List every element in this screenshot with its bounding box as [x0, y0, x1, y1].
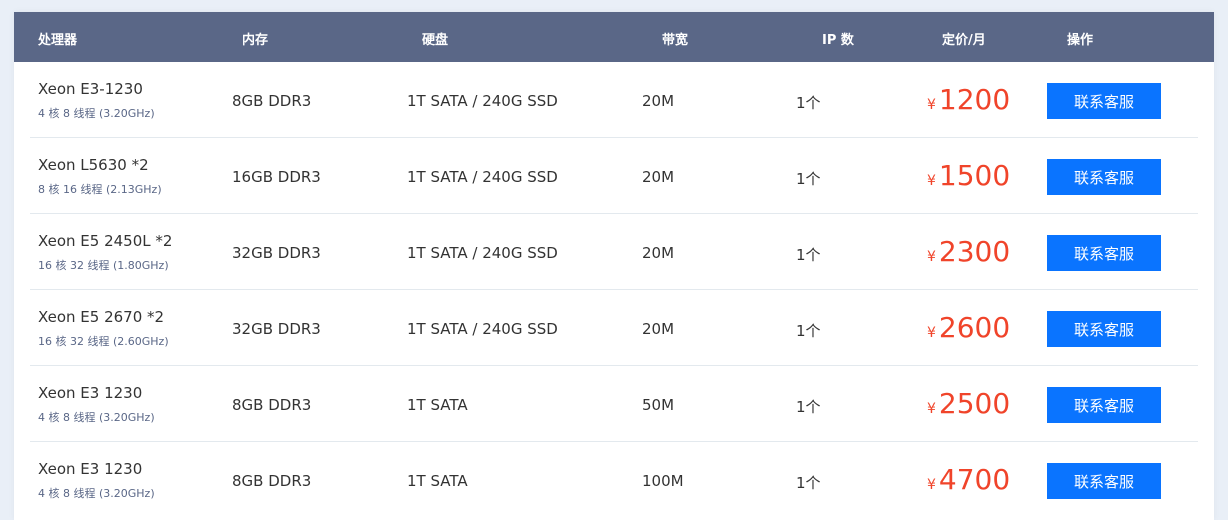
contact-support-button[interactable]: 联系客服	[1047, 235, 1161, 271]
contact-support-button[interactable]: 联系客服	[1047, 387, 1161, 423]
cpu-spec: 16 核 32 线程 (2.60GHz)	[38, 335, 169, 348]
bandwidth: 100M	[642, 472, 684, 490]
cpu-spec: 4 核 8 线程 (3.20GHz)	[38, 107, 155, 120]
header-ip: IP 数	[822, 33, 854, 48]
cpu-model: Xeon E3 1230	[38, 384, 143, 402]
ip-count: 1个	[796, 474, 821, 492]
price-value: 2500	[938, 387, 1011, 420]
ip-count: 1个	[796, 94, 821, 112]
contact-support-button[interactable]: 联系客服	[1047, 83, 1161, 119]
price: ¥1500	[927, 159, 1010, 192]
ip-count: 1个	[796, 170, 821, 188]
price-value: 2300	[938, 235, 1011, 268]
price: ¥2500	[927, 387, 1010, 420]
header-action: 操作	[1067, 33, 1094, 48]
cpu-model: Xeon E3 1230	[38, 460, 143, 478]
cpu-model: Xeon L5630 *2	[38, 156, 149, 174]
contact-support-button[interactable]: 联系客服	[1047, 159, 1161, 195]
table-header: 处理器 内存 硬盘 带宽 IP 数 定价/月 操作	[14, 12, 1214, 62]
header-memory: 内存	[242, 33, 269, 48]
currency-symbol: ¥	[927, 325, 936, 341]
contact-support-button[interactable]: 联系客服	[1047, 463, 1161, 499]
bandwidth: 20M	[642, 244, 675, 262]
price-value: 4700	[938, 463, 1011, 496]
memory: 8GB DDR3	[232, 472, 312, 490]
table-row: Xeon E5 2450L *2 16 核 32 线程 (1.80GHz) 32…	[30, 214, 1198, 290]
price-value: 1500	[938, 159, 1011, 192]
header-disk: 硬盘	[422, 33, 449, 48]
currency-symbol: ¥	[927, 477, 936, 493]
currency-symbol: ¥	[927, 401, 936, 417]
server-pricing-table: 处理器 内存 硬盘 带宽 IP 数 定价/月 操作 Xeon E3-1230 4…	[14, 12, 1214, 520]
cpu-spec: 8 核 16 线程 (2.13GHz)	[38, 183, 162, 196]
cpu-spec: 16 核 32 线程 (1.80GHz)	[38, 259, 169, 272]
memory: 16GB DDR3	[232, 168, 321, 186]
header-bandwidth: 带宽	[662, 33, 689, 48]
bandwidth: 20M	[642, 320, 675, 338]
memory: 8GB DDR3	[232, 396, 312, 414]
header-price: 定价/月	[942, 33, 986, 48]
memory: 32GB DDR3	[232, 320, 321, 338]
ip-count: 1个	[796, 246, 821, 264]
table-row: Xeon E3-1230 4 核 8 线程 (3.20GHz) 8GB DDR3…	[30, 62, 1198, 138]
memory: 8GB DDR3	[232, 92, 312, 110]
currency-symbol: ¥	[927, 173, 936, 189]
bandwidth: 20M	[642, 168, 675, 186]
price: ¥2300	[927, 235, 1010, 268]
table-row: Xeon E5 2670 *2 16 核 32 线程 (2.60GHz) 32G…	[30, 290, 1198, 366]
disk: 1T SATA	[407, 396, 468, 414]
price: ¥1200	[927, 83, 1010, 116]
ip-count: 1个	[796, 322, 821, 340]
header-cpu: 处理器	[38, 33, 78, 48]
table-row: Xeon E3 1230 4 核 8 线程 (3.20GHz) 8GB DDR3…	[30, 366, 1198, 442]
contact-support-button[interactable]: 联系客服	[1047, 311, 1161, 347]
disk: 1T SATA	[407, 472, 468, 490]
bandwidth: 50M	[642, 396, 675, 414]
bandwidth: 20M	[642, 92, 675, 110]
cpu-model: Xeon E5 2670 *2	[38, 308, 165, 326]
disk: 1T SATA / 240G SSD	[407, 92, 558, 110]
disk: 1T SATA / 240G SSD	[407, 244, 558, 262]
cpu-model: Xeon E3-1230	[38, 80, 143, 98]
ip-count: 1个	[796, 398, 821, 416]
disk: 1T SATA / 240G SSD	[407, 168, 558, 186]
price-value: 1200	[938, 83, 1011, 116]
table-row: Xeon E3 1230 4 核 8 线程 (3.20GHz) 8GB DDR3…	[30, 442, 1198, 517]
cpu-spec: 4 核 8 线程 (3.20GHz)	[38, 411, 155, 424]
memory: 32GB DDR3	[232, 244, 321, 262]
currency-symbol: ¥	[927, 97, 936, 113]
price: ¥2600	[927, 311, 1010, 344]
disk: 1T SATA / 240G SSD	[407, 320, 558, 338]
price: ¥4700	[927, 463, 1010, 496]
cpu-spec: 4 核 8 线程 (3.20GHz)	[38, 487, 155, 500]
table-row: Xeon L5630 *2 8 核 16 线程 (2.13GHz) 16GB D…	[30, 138, 1198, 214]
price-value: 2600	[938, 311, 1011, 344]
currency-symbol: ¥	[927, 249, 936, 265]
cpu-model: Xeon E5 2450L *2	[38, 232, 173, 250]
